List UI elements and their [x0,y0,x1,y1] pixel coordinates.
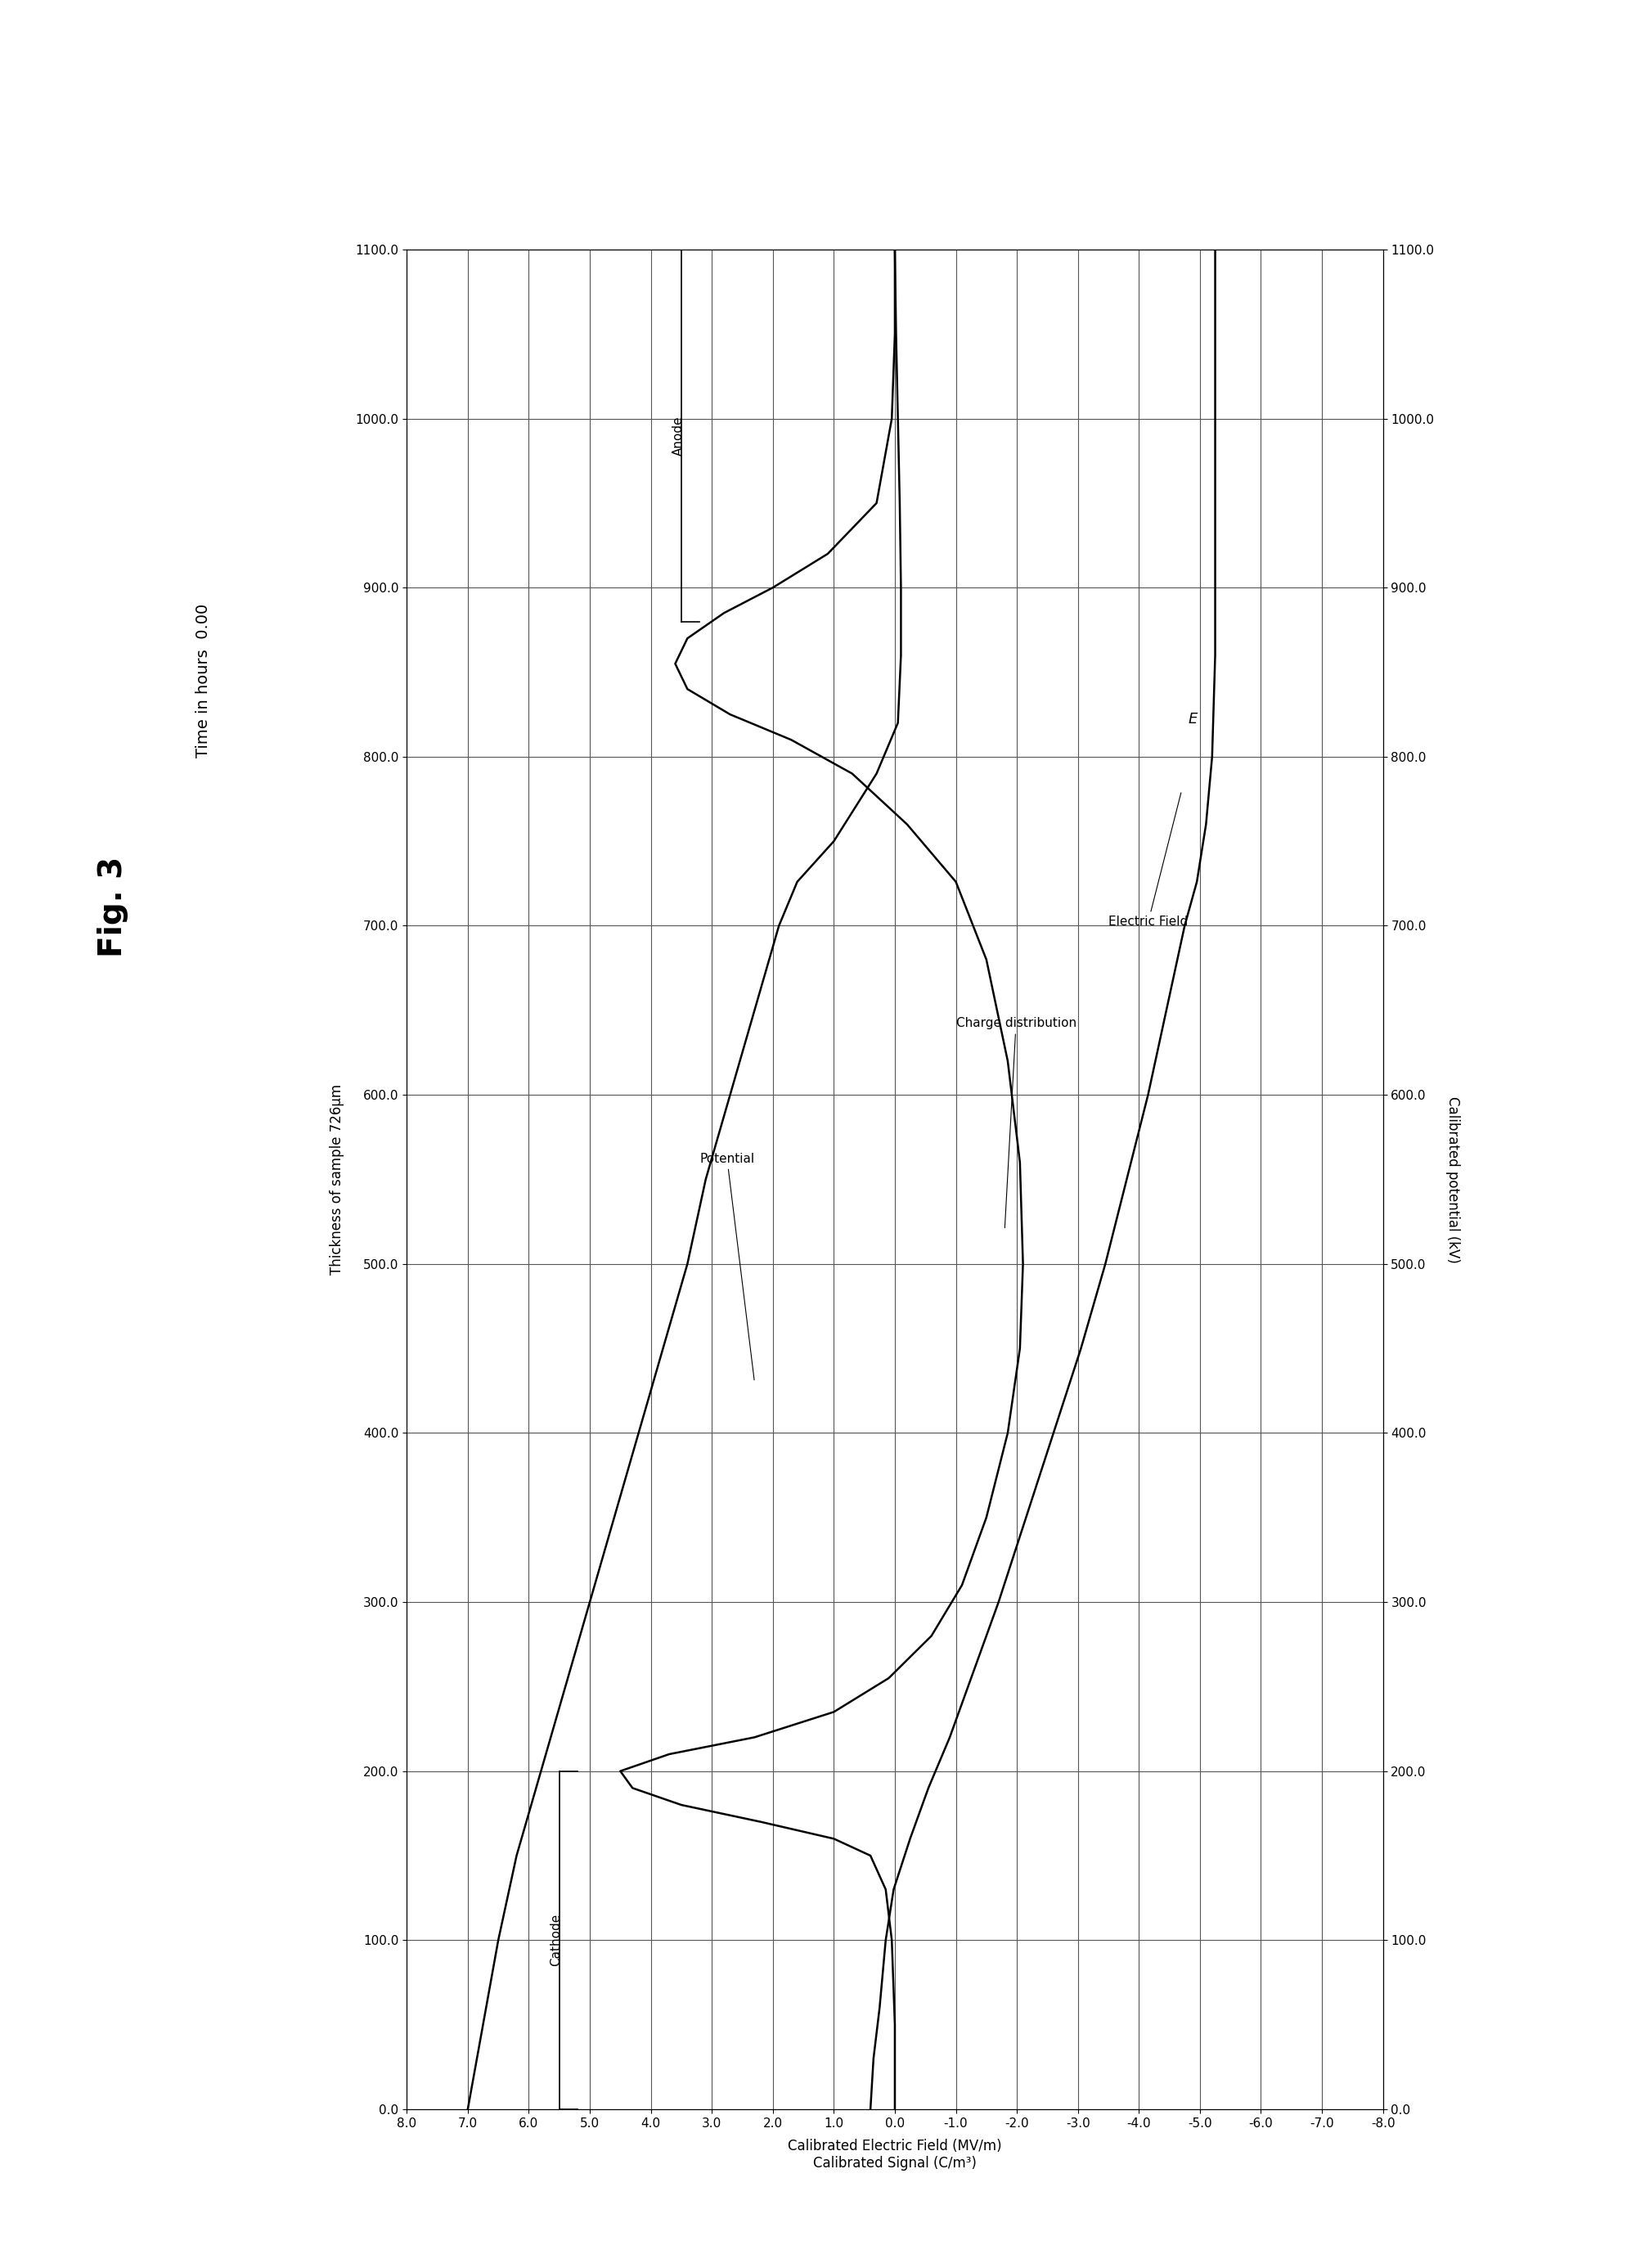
Text: Charge distribution: Charge distribution [955,1018,1075,1227]
Text: Electric Field: Electric Field [1108,794,1188,928]
Text: $E$: $E$ [1188,712,1199,726]
Text: Fig. 3: Fig. 3 [98,857,129,957]
Text: Potential: Potential [700,1152,755,1379]
Text: Time in hours  0.00: Time in hours 0.00 [195,603,212,758]
Y-axis label: Calibrated potential (kV): Calibrated potential (kV) [1446,1095,1461,1263]
Text: Anode: Anode [672,415,685,456]
Text: Cathode: Cathode [550,1914,563,1966]
X-axis label: Calibrated Electric Field (MV/m)
Calibrated Signal (C/m³): Calibrated Electric Field (MV/m) Calibra… [787,2139,1002,2170]
Y-axis label: Thickness of sample 726μm: Thickness of sample 726μm [329,1084,343,1275]
